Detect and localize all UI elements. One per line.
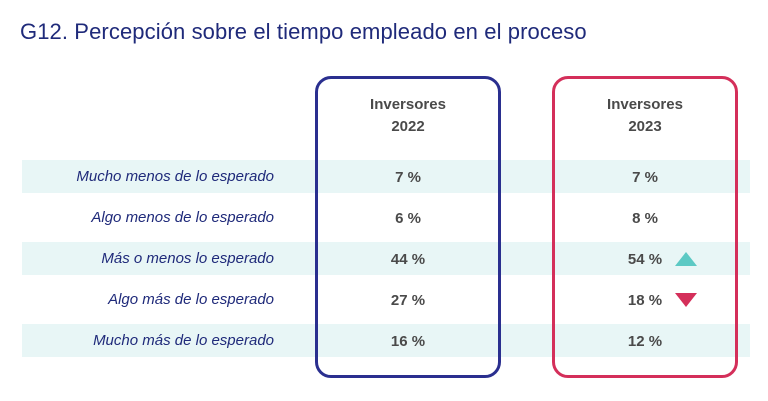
- row-band: [22, 160, 750, 193]
- trend-up-icon: [675, 252, 697, 266]
- column-box-2023: [552, 76, 738, 378]
- row-label: Algo menos de lo esperado: [91, 209, 274, 226]
- value-2022: 16 %: [390, 333, 426, 350]
- value-2023: 18 %: [627, 292, 663, 309]
- value-2023: 8 %: [632, 210, 658, 227]
- value-2023: 54 %: [627, 251, 663, 268]
- value-2023: 12 %: [627, 333, 663, 350]
- column-header-2023-line2: 2023: [628, 118, 662, 135]
- row-label: Algo más de lo esperado: [108, 291, 274, 308]
- row-band: [22, 324, 750, 357]
- value-2022: 27 %: [390, 292, 426, 309]
- value-2022: 44 %: [390, 251, 426, 268]
- trend-down-icon: [675, 293, 697, 307]
- value-2022: 7 %: [395, 169, 421, 186]
- column-header-2022: Inversores 2022: [315, 94, 501, 138]
- column-header-2023: Inversores 2023: [552, 94, 738, 138]
- row-label: Mucho menos de lo esperado: [76, 168, 274, 185]
- column-header-2023-line1: Inversores: [607, 96, 683, 113]
- row-label: Más o menos lo esperado: [101, 250, 274, 267]
- row-band: [22, 242, 750, 275]
- column-header-2022-line1: Inversores: [370, 96, 446, 113]
- chart-title: G12. Percepción sobre el tiempo empleado…: [20, 19, 587, 44]
- value-2023: 7 %: [632, 169, 658, 186]
- column-box-2022: [315, 76, 501, 378]
- value-2022: 6 %: [395, 210, 421, 227]
- row-label: Mucho más de lo esperado: [93, 332, 274, 349]
- column-header-2022-line2: 2022: [391, 118, 425, 135]
